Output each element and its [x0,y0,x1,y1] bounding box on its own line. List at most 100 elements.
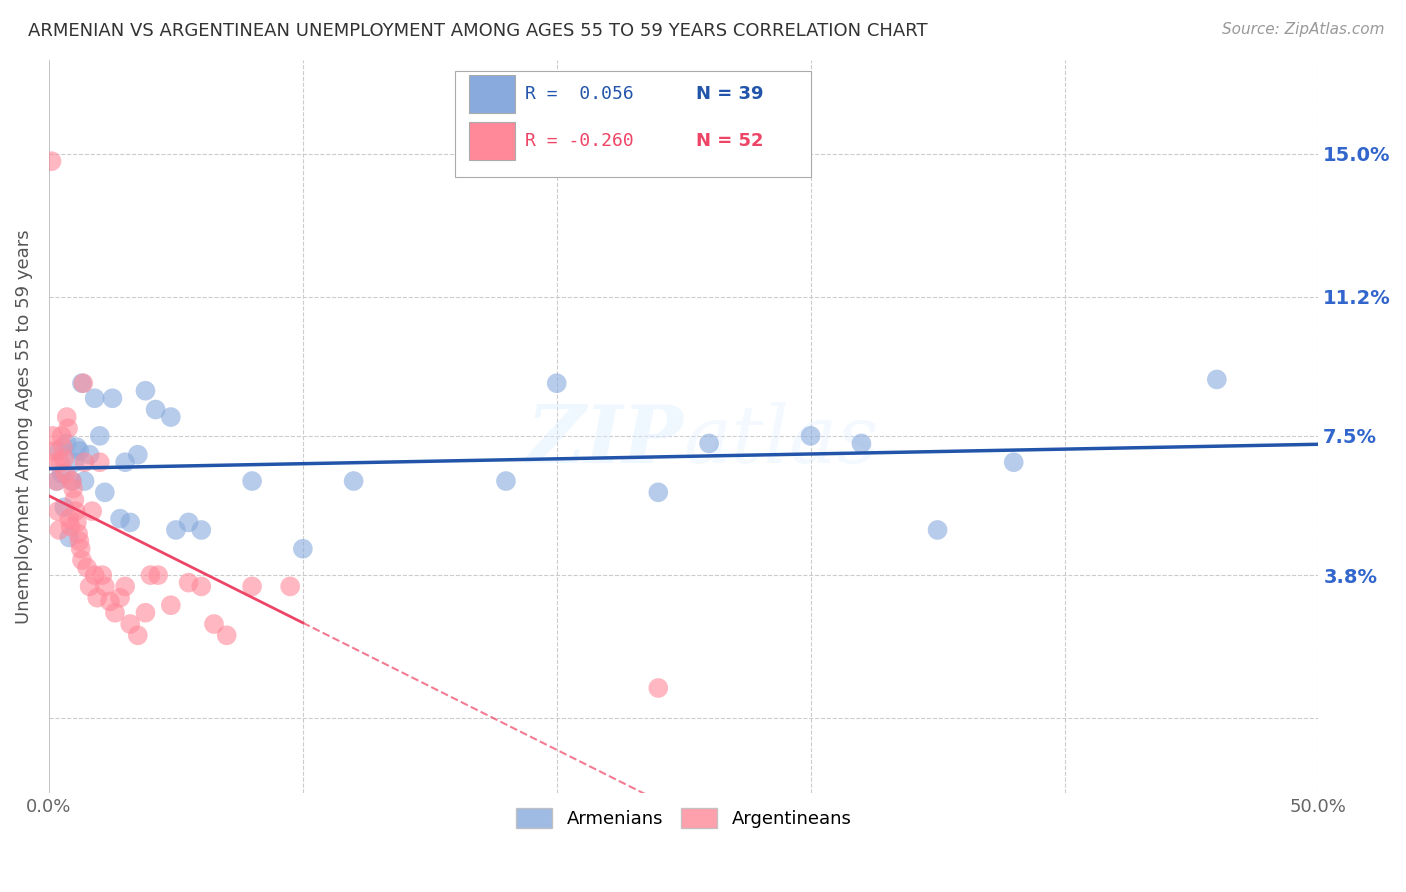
Text: ZIP: ZIP [527,402,683,480]
Point [495,474,517,488]
Point [83,391,105,405]
Point [101,391,124,405]
Point [291,541,314,556]
Point [240,474,263,488]
Point [46,504,69,518]
Point [120,617,142,632]
Point [177,516,200,530]
Point [48,444,70,458]
Point [697,436,720,450]
Point [160,598,183,612]
Point [41,154,63,169]
Point [48,523,70,537]
Point [89,429,111,443]
Point [66,440,89,454]
Point [42,444,65,458]
Point [165,523,187,537]
Text: R =  0.056: R = 0.056 [524,86,634,103]
Point [51,467,73,481]
Point [94,579,117,593]
Point [108,591,131,605]
Point [800,429,823,443]
Point [343,474,366,488]
Text: N = 39: N = 39 [696,86,763,103]
Point [73,455,96,469]
Point [104,606,127,620]
Point [190,579,212,593]
Point [79,448,101,462]
Point [647,485,669,500]
Point [52,440,75,454]
Point [1205,372,1227,386]
Point [145,402,167,417]
Point [67,444,90,458]
Point [76,560,98,574]
Point [51,429,73,443]
Point [67,534,90,549]
Point [134,606,156,620]
Point [190,523,212,537]
Point [114,455,136,469]
Point [215,628,238,642]
Point [79,579,101,593]
Point [62,482,84,496]
Point [63,492,86,507]
Point [114,579,136,593]
Point [1002,455,1025,469]
Point [45,474,67,488]
Point [42,429,65,443]
Point [127,448,149,462]
Point [89,455,111,469]
Point [127,628,149,642]
Point [69,541,91,556]
Point [73,474,96,488]
Point [45,474,67,488]
Text: N = 52: N = 52 [696,132,763,150]
Point [160,410,183,425]
Point [177,575,200,590]
FancyBboxPatch shape [456,70,811,177]
Text: R = -0.260: R = -0.260 [524,132,634,150]
Point [65,504,87,518]
Point [55,467,77,481]
Point [108,511,131,525]
Point [60,474,83,488]
Point [58,511,80,525]
Point [82,504,104,518]
Point [146,568,169,582]
Point [134,384,156,398]
Point [91,568,114,582]
Point [49,455,72,469]
Point [58,531,80,545]
Point [59,519,82,533]
Text: Source: ZipAtlas.com: Source: ZipAtlas.com [1222,22,1385,37]
Point [53,500,76,515]
Point [66,516,89,530]
Point [98,594,121,608]
Point [67,526,90,541]
Point [63,455,86,469]
Point [86,591,108,605]
Point [60,474,83,488]
Y-axis label: Unemployment Among Ages 55 to 59 years: Unemployment Among Ages 55 to 59 years [15,229,32,624]
Point [546,376,568,391]
Point [647,681,669,695]
Point [240,579,263,593]
Point [70,553,93,567]
Point [278,579,301,593]
FancyBboxPatch shape [470,122,515,160]
Point [72,376,94,391]
Point [83,568,105,582]
Point [53,451,76,466]
Point [202,617,225,632]
Point [56,421,79,435]
Point [55,410,77,425]
Point [927,523,949,537]
Point [139,568,162,582]
Point [44,455,66,469]
Text: ARMENIAN VS ARGENTINEAN UNEMPLOYMENT AMONG AGES 55 TO 59 YEARS CORRELATION CHART: ARMENIAN VS ARGENTINEAN UNEMPLOYMENT AMO… [28,22,928,40]
FancyBboxPatch shape [470,75,515,113]
Point [70,376,93,391]
Legend: Armenians, Argentineans: Armenians, Argentineans [509,800,859,836]
Point [55,436,77,450]
